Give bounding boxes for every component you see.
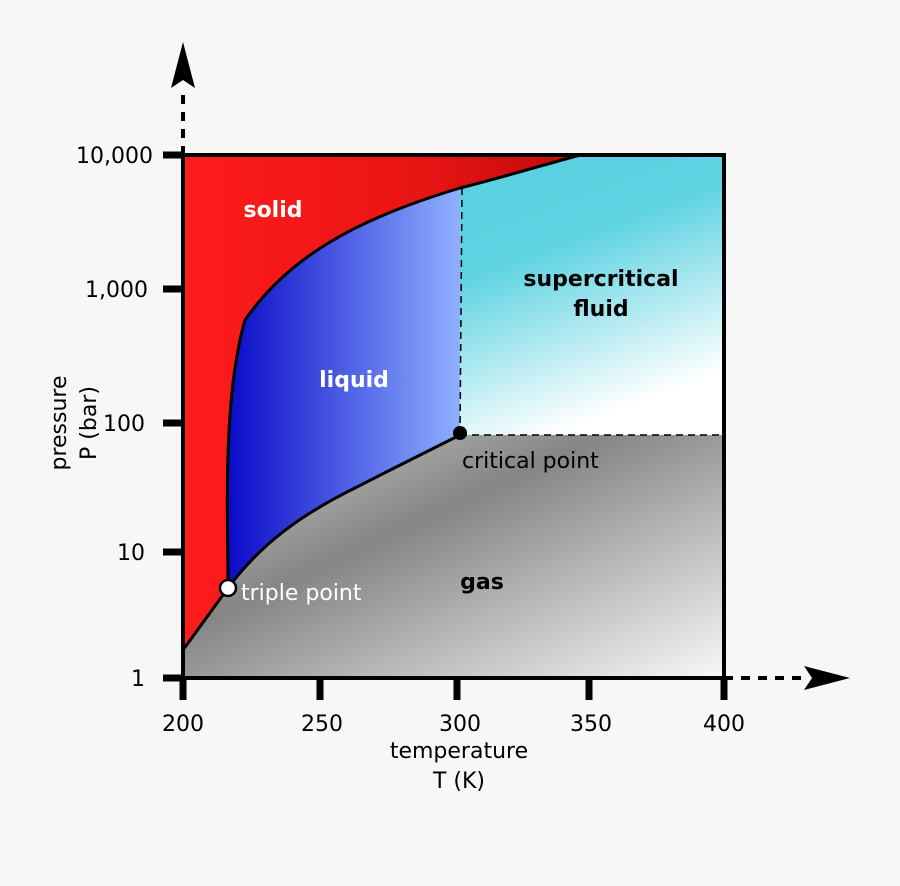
supercritical-label-line2: fluid (573, 297, 628, 322)
vaporization-curve (226, 433, 461, 589)
solid-label: solid (243, 198, 302, 223)
sublimation-curve (181, 587, 230, 651)
triple-point-marker (218, 578, 238, 598)
y-tick-label-1000: 1,000 (85, 278, 148, 303)
y-tick-label-1: 1 (131, 667, 145, 692)
critical-temperature-line (459, 187, 463, 436)
x-axis-title-line2: T (K) (432, 769, 485, 794)
y-tick-label-10: 10 (117, 541, 145, 566)
liquid-label: liquid (319, 368, 389, 393)
y-tick-label-100: 100 (103, 412, 145, 437)
supercritical-label-line1: supercritical (523, 267, 678, 292)
x-axis-ticks (179, 678, 728, 700)
y-tick-label-10000: 10,000 (76, 144, 153, 169)
x-axis-arrowhead (804, 666, 850, 690)
triple-point-label: triple point (241, 581, 362, 606)
x-tick-label-400: 400 (703, 712, 745, 737)
supercritical-region (460, 155, 724, 435)
x-tick-label-300: 300 (439, 712, 481, 737)
x-axis-title-line1: temperature (390, 739, 528, 764)
y-axis-arrowhead (171, 42, 195, 88)
y-axis-title-line2: P (bar) (77, 386, 102, 460)
x-tick-label-200: 200 (162, 712, 204, 737)
gas-label: gas (460, 570, 504, 595)
critical-point-label: critical point (462, 449, 599, 474)
y-axis-title: pressure P (bar) (47, 375, 102, 470)
x-tick-label-350: 350 (570, 712, 612, 737)
gas-region (183, 435, 724, 678)
y-axis-title-line1: pressure (47, 375, 72, 470)
liquid-region (227, 188, 460, 588)
critical-point-marker (453, 426, 467, 440)
y-axis-ticks (163, 151, 183, 682)
melting-curve (225, 153, 581, 589)
x-tick-label-250: 250 (301, 712, 343, 737)
